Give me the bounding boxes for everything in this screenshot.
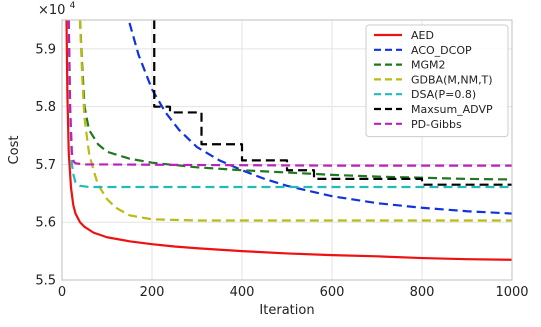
y-tick-label: 5.6 (35, 216, 56, 231)
legend-label: MGM2 (411, 59, 446, 72)
x-tick-label: 200 (140, 285, 165, 300)
legend-label: GDBA(M,NM,T) (411, 73, 493, 86)
x-tick-label: 1000 (495, 285, 528, 300)
series-line-0 (65, 20, 512, 261)
plot-frame (61, 19, 513, 281)
x-axis-label: Iteration (259, 303, 314, 318)
y-axis-multiplier-base: ×10 (38, 3, 65, 18)
legend-label: DSA(P=0.8) (411, 88, 476, 101)
legend-label: ACO_DCOP (411, 44, 472, 57)
x-tick-label: 800 (410, 285, 435, 300)
series-line-2 (78, 20, 512, 181)
y-axis-multiplier: ×10 4 (38, 1, 76, 18)
series-line-5 (153, 20, 512, 186)
series-line-6 (67, 20, 512, 167)
x-tick-label: 400 (230, 285, 255, 300)
series-line-1 (128, 22, 512, 215)
series-lines (65, 20, 512, 261)
x-tick-label: 0 (58, 285, 66, 300)
y-axis-label: Cost (7, 136, 22, 165)
y-axis-ticks: 5.5 5.6 5.7 5.8 5.9 (35, 42, 56, 288)
series-line-3 (78, 20, 512, 222)
y-tick-label: 5.7 (35, 158, 56, 173)
y-axis-multiplier-exponent: 4 (70, 1, 76, 11)
x-axis-ticks: 0 200 400 600 800 1000 (58, 285, 529, 300)
y-tick-label: 5.9 (35, 42, 56, 57)
legend-label: PD-Gibbs (411, 118, 462, 131)
y-tick-label: 5.8 (35, 100, 56, 115)
y-tick-label: 5.5 (35, 274, 56, 289)
legend-label: AED (411, 29, 434, 42)
legend-label: Maxsum_ADVP (411, 103, 493, 116)
x-tick-label: 600 (320, 285, 345, 300)
series-line-4 (67, 20, 512, 189)
